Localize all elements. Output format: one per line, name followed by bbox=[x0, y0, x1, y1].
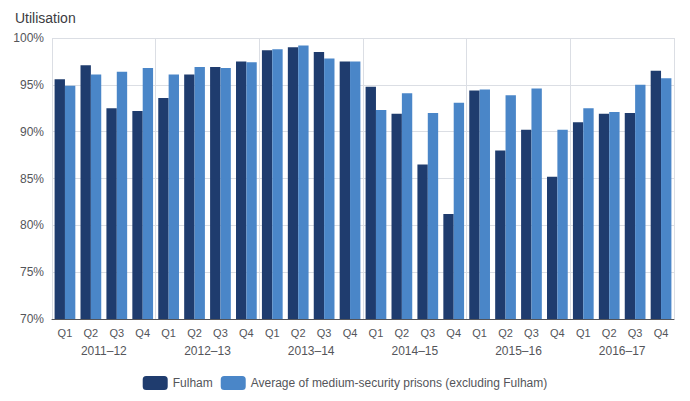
svg-text:Average of medium-security pri: Average of medium-security prisons (excl… bbox=[251, 376, 548, 390]
svg-text:Fulham: Fulham bbox=[173, 376, 213, 390]
svg-text:Q2: Q2 bbox=[187, 327, 202, 339]
svg-text:Q3: Q3 bbox=[524, 327, 539, 339]
svg-text:Q2: Q2 bbox=[602, 327, 617, 339]
svg-text:Q3: Q3 bbox=[420, 327, 435, 339]
svg-text:Utilisation: Utilisation bbox=[15, 10, 76, 26]
svg-text:Q4: Q4 bbox=[446, 327, 461, 339]
svg-text:Q4: Q4 bbox=[654, 327, 669, 339]
svg-text:Q2: Q2 bbox=[498, 327, 513, 339]
svg-text:70%: 70% bbox=[20, 312, 44, 326]
svg-text:2011–12: 2011–12 bbox=[81, 344, 127, 358]
svg-text:Q2: Q2 bbox=[84, 327, 99, 339]
svg-text:Q3: Q3 bbox=[628, 327, 643, 339]
svg-text:Q1: Q1 bbox=[161, 327, 176, 339]
svg-text:Q1: Q1 bbox=[265, 327, 280, 339]
svg-text:Q3: Q3 bbox=[109, 327, 124, 339]
svg-text:Q3: Q3 bbox=[213, 327, 228, 339]
svg-text:80%: 80% bbox=[20, 218, 44, 232]
svg-text:2013–14: 2013–14 bbox=[288, 344, 335, 358]
svg-text:Q2: Q2 bbox=[395, 327, 410, 339]
svg-text:90%: 90% bbox=[20, 125, 44, 139]
svg-text:100%: 100% bbox=[13, 31, 44, 45]
svg-text:Q2: Q2 bbox=[291, 327, 306, 339]
svg-text:95%: 95% bbox=[20, 78, 44, 92]
svg-text:Q1: Q1 bbox=[472, 327, 487, 339]
svg-text:Q1: Q1 bbox=[576, 327, 591, 339]
svg-text:Q1: Q1 bbox=[369, 327, 384, 339]
svg-text:75%: 75% bbox=[20, 265, 44, 279]
svg-text:Q1: Q1 bbox=[58, 327, 73, 339]
svg-text:Q4: Q4 bbox=[550, 327, 565, 339]
svg-text:2014–15: 2014–15 bbox=[391, 344, 438, 358]
svg-text:2016–17: 2016–17 bbox=[599, 344, 646, 358]
svg-text:2015–16: 2015–16 bbox=[495, 344, 542, 358]
svg-text:85%: 85% bbox=[20, 172, 44, 186]
svg-text:Q4: Q4 bbox=[239, 327, 254, 339]
svg-text:2012–13: 2012–13 bbox=[184, 344, 231, 358]
svg-text:Q4: Q4 bbox=[135, 327, 150, 339]
svg-text:Q4: Q4 bbox=[343, 327, 358, 339]
svg-text:Q3: Q3 bbox=[317, 327, 332, 339]
